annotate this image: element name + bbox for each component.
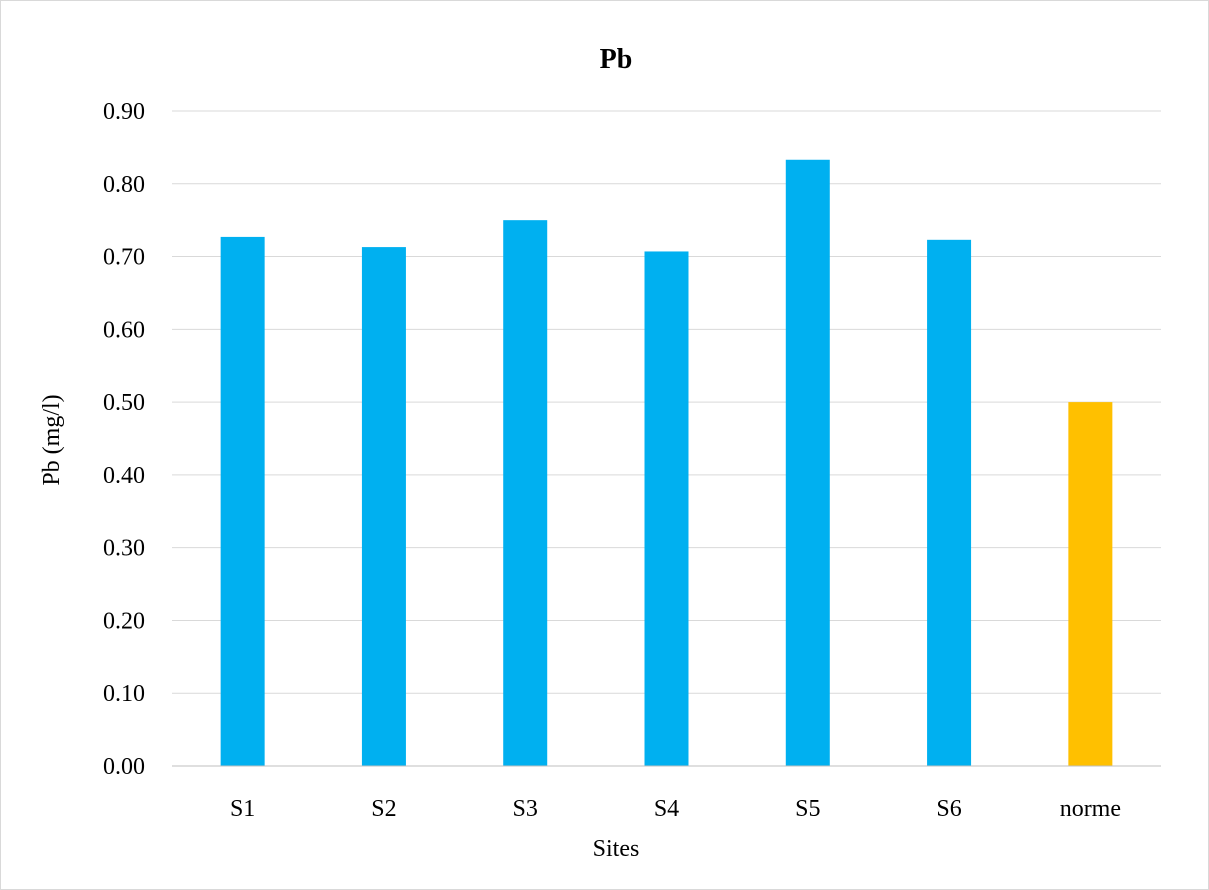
x-tick-label: norme	[1060, 796, 1121, 822]
y-tick-label: 0.30	[103, 536, 145, 562]
y-axis-label: Pb (mg/l)	[39, 394, 65, 485]
y-tick-label: 0.20	[103, 608, 145, 634]
bar-S1	[220, 236, 265, 767]
y-axis-ticks: 0.00 0.10 0.20 0.30 0.40 0.50 0.60 0.70 0.80 0.90	[103, 99, 145, 780]
y-tick-label: 0.10	[103, 681, 145, 707]
x-tick-label: S4	[654, 796, 679, 822]
bar-S5	[785, 159, 830, 766]
y-tick-label: 0.70	[103, 245, 145, 271]
bars	[220, 159, 1113, 767]
x-tick-label: S1	[230, 796, 255, 822]
y-tick-label: 0.00	[103, 754, 145, 780]
bar-S3	[503, 220, 548, 766]
x-tick-label: S2	[371, 796, 396, 822]
x-tick-label: S3	[513, 796, 538, 822]
y-tick-label: 0.40	[103, 463, 145, 489]
x-tick-label: S6	[936, 796, 961, 822]
y-tick-label: 0.60	[103, 317, 145, 343]
x-tick-label: S5	[795, 796, 820, 822]
bar-norme	[1068, 402, 1113, 766]
bar-S2	[361, 247, 406, 766]
bar-S4	[644, 251, 689, 766]
y-tick-label: 0.50	[103, 390, 145, 416]
chart-title: Pb	[600, 44, 633, 75]
x-axis-ticks: S1 S2 S3 S4 S5 S6 norme	[230, 796, 1121, 822]
y-tick-label: 0.80	[103, 172, 145, 198]
x-axis-label: Sites	[593, 836, 640, 862]
bar-S6	[927, 239, 972, 767]
y-tick-label: 0.90	[103, 99, 145, 125]
